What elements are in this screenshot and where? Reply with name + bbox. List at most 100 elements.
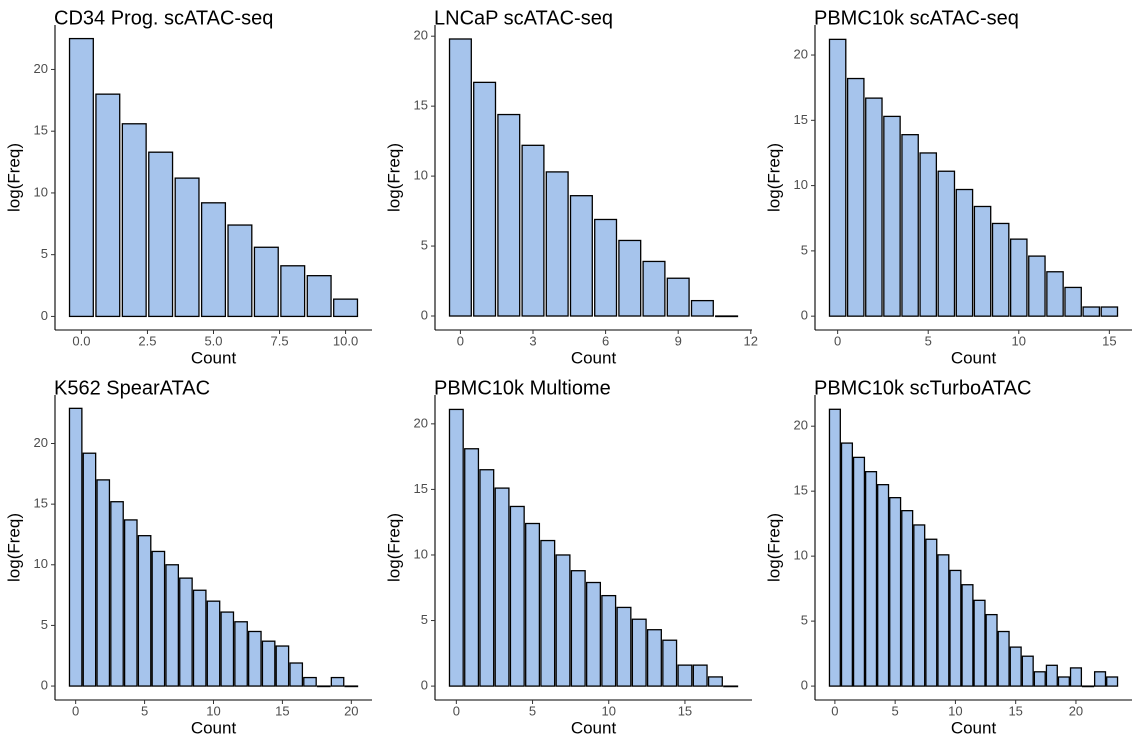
x-axis-label: Count bbox=[571, 348, 617, 367]
bar bbox=[497, 113, 521, 317]
bar bbox=[151, 550, 166, 687]
bar bbox=[925, 538, 938, 687]
x-tick-label: 9 bbox=[675, 333, 682, 348]
y-tick-label: 5 bbox=[41, 617, 48, 632]
bar bbox=[1069, 667, 1083, 687]
bar bbox=[666, 277, 690, 317]
bar bbox=[570, 570, 586, 687]
x-tick-label: 5 bbox=[925, 333, 932, 348]
x-axis-label: Count bbox=[571, 718, 617, 737]
x-tick-label: 10 bbox=[206, 703, 220, 718]
bar bbox=[247, 630, 262, 687]
y-axis-label: log(Freq) bbox=[764, 513, 783, 582]
y-axis-label: log(Freq) bbox=[4, 513, 23, 582]
x-axis-label: Count bbox=[951, 718, 997, 737]
bar bbox=[95, 93, 121, 318]
bar bbox=[828, 38, 847, 317]
bar bbox=[192, 589, 207, 687]
panel-title: PBMC10k scATAC-seq bbox=[814, 7, 1019, 29]
bar bbox=[877, 484, 890, 687]
bar bbox=[68, 407, 83, 687]
y-axis-label: log(Freq) bbox=[384, 143, 403, 212]
y-tick-label: 20 bbox=[34, 435, 48, 450]
x-tick-label: 10 bbox=[948, 703, 962, 718]
bar bbox=[253, 246, 279, 318]
bar bbox=[1082, 306, 1101, 317]
y-tick-label: 15 bbox=[34, 496, 48, 511]
bar bbox=[1046, 271, 1064, 317]
y-tick-label: 15 bbox=[414, 481, 428, 496]
x-axis-label: Count bbox=[191, 718, 237, 737]
bar bbox=[955, 188, 974, 317]
bar bbox=[991, 222, 1010, 317]
x-tick-label: 10.0 bbox=[333, 333, 358, 348]
bar bbox=[137, 535, 152, 687]
bar bbox=[68, 37, 94, 318]
x-tick-label: 15 bbox=[678, 703, 692, 718]
bar bbox=[473, 81, 497, 317]
y-tick-label: 0 bbox=[421, 307, 428, 322]
bar bbox=[913, 524, 926, 687]
y-tick-label: 20 bbox=[414, 415, 428, 430]
bar bbox=[280, 265, 306, 318]
bar bbox=[585, 581, 602, 687]
y-axis-label: log(Freq) bbox=[764, 143, 783, 212]
y-axis-label: log(Freq) bbox=[4, 143, 23, 212]
bar bbox=[1064, 286, 1082, 317]
y-tick-label: 10 bbox=[794, 548, 808, 563]
bar bbox=[234, 621, 248, 687]
panel-title: PBMC10k Multiome bbox=[434, 377, 611, 399]
x-tick-label: 3 bbox=[529, 333, 536, 348]
bar bbox=[616, 606, 632, 687]
bar bbox=[344, 685, 359, 688]
bar bbox=[723, 685, 739, 688]
bar bbox=[96, 479, 111, 687]
bar bbox=[306, 275, 332, 318]
x-tick-label: 5 bbox=[892, 703, 899, 718]
y-tick-label: 5 bbox=[421, 237, 428, 252]
bar bbox=[864, 471, 878, 687]
y-tick-label: 20 bbox=[34, 61, 48, 76]
x-tick-label: 2.5 bbox=[138, 333, 156, 348]
x-tick-label: 15 bbox=[1102, 333, 1116, 348]
bar bbox=[200, 202, 227, 318]
x-tick-label: 0 bbox=[457, 333, 464, 348]
bar bbox=[662, 639, 678, 687]
bar bbox=[82, 452, 97, 687]
y-tick-label: 5 bbox=[801, 613, 808, 628]
bar bbox=[973, 599, 986, 687]
x-tick-label: 15 bbox=[275, 703, 289, 718]
bar bbox=[540, 539, 556, 687]
bar bbox=[692, 664, 708, 687]
bar bbox=[1106, 676, 1119, 687]
bar bbox=[569, 195, 593, 317]
bar bbox=[521, 144, 545, 317]
bar bbox=[289, 662, 304, 687]
bar bbox=[479, 469, 495, 687]
bar bbox=[509, 505, 525, 687]
x-tick-label: 0 bbox=[834, 333, 841, 348]
bar bbox=[316, 685, 331, 688]
bar bbox=[997, 630, 1010, 687]
y-tick-label: 15 bbox=[34, 123, 48, 138]
bar bbox=[677, 664, 693, 687]
y-tick-label: 20 bbox=[794, 418, 808, 433]
bar bbox=[1045, 664, 1058, 687]
bar bbox=[123, 519, 138, 687]
x-tick-label: 20 bbox=[1069, 703, 1083, 718]
bar bbox=[985, 613, 998, 687]
bar bbox=[646, 629, 662, 687]
bar bbox=[1028, 255, 1046, 317]
bar bbox=[846, 77, 865, 317]
bar bbox=[1081, 685, 1095, 688]
x-axis-label: Count bbox=[191, 348, 237, 367]
y-tick-label: 5 bbox=[421, 612, 428, 627]
bar bbox=[901, 510, 914, 687]
bar bbox=[1093, 671, 1107, 687]
bar bbox=[165, 564, 180, 687]
bar bbox=[828, 408, 841, 687]
bar bbox=[110, 501, 124, 687]
bar bbox=[1100, 306, 1119, 317]
y-tick-label: 0 bbox=[41, 308, 48, 323]
